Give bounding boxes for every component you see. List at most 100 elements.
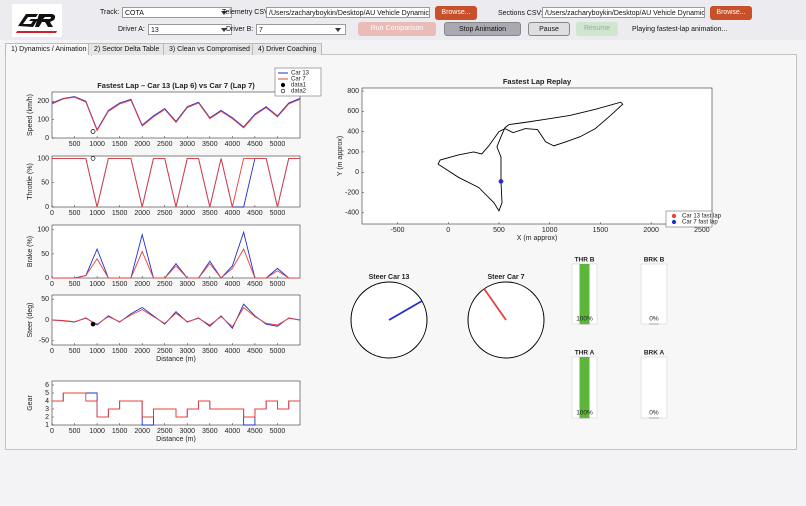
marker: [90, 156, 96, 161]
x-tick-label: 3500: [202, 141, 218, 148]
x-tick-label: 2000: [134, 348, 150, 355]
x-tick-label: 2000: [643, 227, 659, 234]
x-tick-label: 1000: [89, 281, 105, 288]
dropdown[interactable]: 7: [256, 24, 346, 35]
x-tick-label: 2000: [134, 281, 150, 288]
text-field[interactable]: /Users/zacharyboykin/Desktop/AU Vehicle …: [542, 7, 705, 18]
label: Track:: [100, 9, 120, 16]
value-label: 0%: [649, 316, 659, 323]
y-tick-label: 200: [37, 98, 49, 105]
x-tick-label: 1500: [112, 141, 128, 148]
plots: Fastest Lap – Car 13 (Lap 6) vs Car 7 (L…: [27, 67, 722, 443]
x-tick-label: 1500: [593, 227, 609, 234]
legend-label: Car 7: [291, 77, 306, 83]
y-axis-label: Speed (km/h): [27, 94, 34, 136]
y-tick-label: 0: [45, 204, 49, 211]
dropdown[interactable]: 13: [148, 24, 232, 35]
y-axis-label: Throttle (%): [27, 163, 34, 200]
y-tick-label: 1: [45, 422, 49, 429]
x-tick-label: 4500: [247, 428, 263, 435]
y-axis-label: Y (m approx): [337, 136, 344, 176]
axes: [51, 91, 301, 139]
button[interactable]: Browse...: [710, 6, 752, 20]
marker: [90, 321, 96, 327]
y-tick-label: 600: [347, 108, 359, 115]
x-tick-label: 2500: [694, 227, 710, 234]
y-tick-label: 0: [45, 317, 49, 324]
legend-label: data1: [291, 83, 307, 89]
label: Driver B:: [226, 26, 254, 33]
legend-swatch: [671, 219, 677, 225]
series-line: [52, 248, 300, 279]
x-tick-label: 2500: [157, 210, 173, 217]
axes: [51, 294, 301, 346]
legend-swatch: [280, 82, 286, 88]
dropdown[interactable]: COTA: [122, 7, 232, 18]
y-tick-label: 50: [41, 296, 49, 303]
axes: [51, 380, 301, 426]
label: Sections CSV:: [498, 10, 543, 17]
x-tick-label: 3000: [179, 428, 195, 435]
x-tick-label: 2000: [134, 141, 150, 148]
x-tick-label: 3000: [179, 210, 195, 217]
level-title: BRK B: [644, 257, 665, 264]
x-axis-label: Distance (m): [156, 436, 196, 443]
x-tick-label: 0: [50, 348, 54, 355]
gauge-needle: [388, 300, 423, 321]
y-tick-label: 0: [45, 135, 49, 142]
x-tick-label: 5000: [270, 281, 286, 288]
level-title: THR B: [575, 257, 595, 264]
series-line: [437, 101, 624, 212]
y-tick-label: 400: [347, 128, 359, 135]
y-tick-label: 100: [37, 227, 49, 234]
x-tick-label: 500: [69, 141, 81, 148]
x-tick-label: 4500: [247, 348, 263, 355]
y-tick-label: 100: [37, 116, 49, 123]
x-tick-label: 5000: [270, 210, 286, 217]
x-tick-label: 2500: [157, 428, 173, 435]
legend: [665, 210, 713, 228]
level-title: THR A: [575, 350, 595, 357]
button[interactable]: Resume: [576, 22, 618, 36]
x-tick-label: 1500: [112, 210, 128, 217]
x-tick-label: 500: [69, 210, 81, 217]
y-tick-label: 4: [45, 398, 49, 405]
level-box: [640, 263, 668, 325]
legend-label: Car 13 fast lap: [682, 214, 722, 220]
label: Driver A:: [118, 26, 145, 33]
button[interactable]: Run Comparison: [358, 22, 436, 36]
button[interactable]: Stop Animation: [444, 22, 521, 36]
series-line: [51, 96, 301, 132]
button[interactable]: Browse...: [435, 6, 477, 20]
x-tick-label: 3000: [179, 141, 195, 148]
x-tick-label: 4000: [225, 281, 241, 288]
x-tick-label: 500: [493, 227, 505, 234]
chart-title: Fastest Lap – Car 13 (Lap 6) vs Car 7 (L…: [97, 81, 255, 90]
value-label: 100%: [576, 410, 593, 417]
level-title: BRK A: [644, 350, 665, 357]
y-tick-label: 6: [45, 382, 49, 389]
x-tick-label: 1000: [89, 428, 105, 435]
x-tick-label: 5000: [270, 141, 286, 148]
tab[interactable]: 4) Driver Coaching: [252, 43, 323, 55]
x-tick-label: 2000: [134, 210, 150, 217]
y-axis-label: Steer (deg): [27, 302, 34, 337]
y-tick-label: 100: [37, 155, 49, 162]
x-tick-label: 4000: [225, 428, 241, 435]
x-tick-label: 3500: [202, 348, 218, 355]
x-tick-label: -500: [390, 227, 404, 234]
legend-label: data2: [291, 89, 307, 95]
y-tick-label: 0: [45, 275, 49, 282]
x-tick-label: 500: [69, 281, 81, 288]
button[interactable]: Pause: [528, 22, 570, 36]
level-bar: [579, 264, 590, 324]
x-tick-label: 4500: [247, 210, 263, 217]
x-tick-label: 3500: [202, 210, 218, 217]
y-tick-label: 800: [347, 88, 359, 95]
y-tick-label: -50: [39, 338, 49, 345]
text-field[interactable]: /Users/zacharyboykin/Desktop/AU Vehicle …: [266, 7, 430, 18]
x-tick-label: 4000: [225, 348, 241, 355]
status-text: Playing fastest-lap animation...: [632, 26, 728, 33]
x-axis-label: Distance (m): [156, 356, 196, 363]
